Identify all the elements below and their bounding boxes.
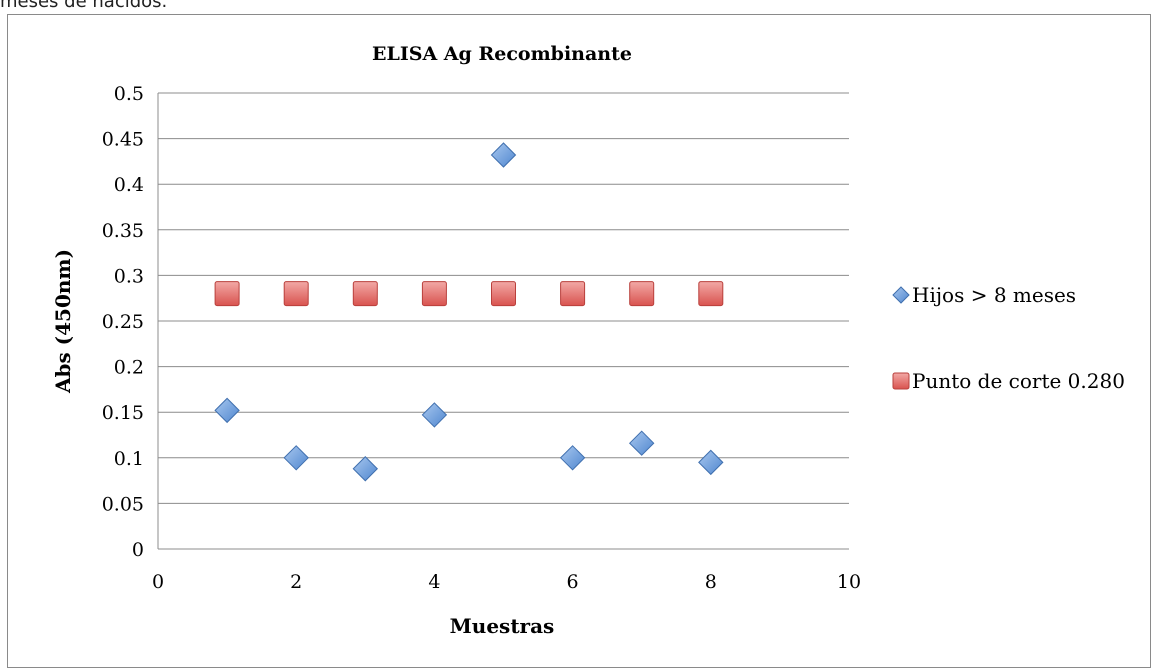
y-tick-label: 0.25 xyxy=(102,311,144,333)
axes: 0 0.05 0.1 0.15 0.2 0.25 0.3 0.35 0.4 0.45 0.5 0 2 4 6… xyxy=(102,83,861,593)
data-point-square xyxy=(698,281,724,307)
x-tick-label: 4 xyxy=(428,571,440,593)
legend-marker-square xyxy=(892,372,910,390)
y-tick-label: 0.5 xyxy=(114,83,144,105)
legend-label: Hijos > 8 meses xyxy=(912,283,1076,307)
legend: Hijos > 8 meses Punto de corte 0.280 xyxy=(892,283,1125,393)
data-point-square xyxy=(560,281,586,307)
y-tick-label: 0.1 xyxy=(114,448,144,470)
data-point-square xyxy=(352,281,378,307)
data-point-square xyxy=(629,281,655,307)
legend-label: Punto de corte 0.280 xyxy=(912,369,1125,393)
y-tick-label: 0 xyxy=(132,539,144,561)
y-tick-label: 0.3 xyxy=(114,265,144,287)
data-point-square xyxy=(421,281,447,307)
data-point-diamond xyxy=(283,445,309,471)
legend-marker-diamond xyxy=(892,286,910,304)
header-text-fragment: meses de nacidos. xyxy=(0,0,168,12)
data-point-square xyxy=(214,281,240,307)
data-point-diamond xyxy=(698,449,724,476)
data-points xyxy=(214,142,724,482)
y-tick-label: 0.35 xyxy=(102,220,144,242)
data-point-diamond xyxy=(490,142,517,168)
data-point-square xyxy=(491,281,516,307)
x-tick-label: 0 xyxy=(152,571,164,593)
data-point-diamond xyxy=(628,430,655,456)
data-point-diamond xyxy=(559,445,586,471)
data-point-diamond xyxy=(421,402,448,428)
y-tick-label: 0.05 xyxy=(102,493,144,515)
gridlines xyxy=(158,92,849,550)
y-tick-label: 0.2 xyxy=(114,357,144,379)
x-axis-title: Muestras xyxy=(450,614,555,638)
x-tick-label: 6 xyxy=(567,571,579,593)
x-tick-label: 2 xyxy=(290,571,302,593)
data-point-square xyxy=(283,281,309,307)
x-tick-label: 10 xyxy=(837,571,861,593)
chart-title: ELISA Ag Recombinante xyxy=(372,43,632,65)
data-point-diamond xyxy=(214,397,240,424)
chart-frame xyxy=(7,14,1151,668)
y-tick-label: 0.4 xyxy=(114,174,144,196)
data-point-diamond xyxy=(352,456,379,482)
y-tick-label: 0.45 xyxy=(102,129,144,151)
y-axis-title: Abs (450nm) xyxy=(51,249,75,394)
y-tick-label: 0.15 xyxy=(102,402,144,424)
x-tick-label: 8 xyxy=(705,571,717,593)
